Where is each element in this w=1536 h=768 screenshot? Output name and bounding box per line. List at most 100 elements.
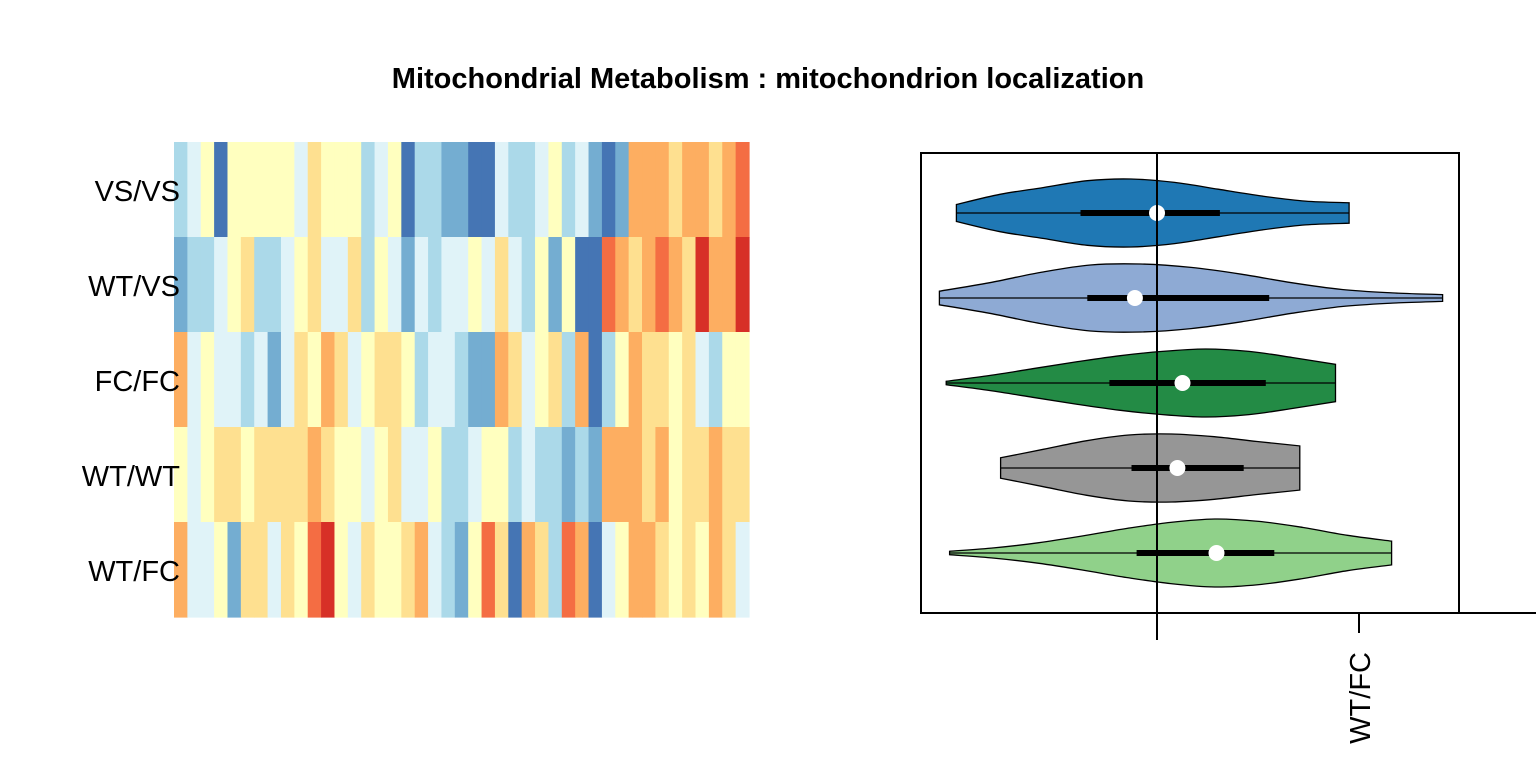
heatmap-cell (280, 142, 295, 238)
heatmap-cell (615, 427, 630, 523)
heatmap-cell (615, 332, 630, 428)
heatmap-cell (414, 427, 429, 523)
heatmap-cell (428, 427, 443, 523)
violin-median-point (1174, 375, 1191, 391)
heatmap-cell (615, 522, 630, 618)
heatmap-cell (481, 237, 496, 333)
x-tick-label-wt-fc: WT/FC (1345, 652, 1377, 744)
heatmap-cell (668, 427, 683, 523)
heatmap-cell (200, 522, 215, 618)
heatmap-cell (708, 427, 723, 523)
heatmap-cell (668, 142, 683, 238)
heatmap-cell (468, 332, 483, 428)
heatmap-cell (601, 332, 616, 428)
heatmap-cell (468, 142, 483, 238)
heatmap-cell (414, 522, 429, 618)
heatmap-cell (708, 237, 723, 333)
heatmap-cell (695, 332, 710, 428)
heatmap-cell (401, 142, 416, 238)
heatmap-cell (214, 522, 229, 618)
violin-median-point (1208, 545, 1225, 561)
heatmap-cell (561, 142, 576, 238)
violin-plot-box (920, 152, 1460, 614)
heatmap-cell (548, 427, 563, 523)
heatmap-cell (374, 237, 389, 333)
heatmap-cell (441, 332, 456, 428)
heatmap-cell (307, 522, 322, 618)
heatmap-cell (441, 142, 456, 238)
heatmap-cell (735, 142, 750, 238)
heatmap-cell (508, 237, 523, 333)
heatmap-cell (535, 332, 550, 428)
heatmap-cell (267, 427, 282, 523)
heatmap-cell (387, 332, 402, 428)
heatmap-cell (668, 332, 683, 428)
heatmap-cell (535, 427, 550, 523)
heatmap-cell (481, 427, 496, 523)
heatmap-cell (227, 237, 242, 333)
heatmap-cell (401, 332, 416, 428)
heatmap-cell (575, 427, 590, 523)
heatmap-cell (240, 522, 255, 618)
heatmap-cell (321, 237, 336, 333)
heatmap-cell (695, 522, 710, 618)
heatmap-cell (521, 142, 536, 238)
heatmap-cell (628, 427, 643, 523)
heatmap-cell (267, 237, 282, 333)
heatmap-cell (494, 142, 509, 238)
heatmap-cell (735, 427, 750, 523)
heatmap-cell (588, 427, 603, 523)
heatmap-cell (307, 427, 322, 523)
heatmap-cell (200, 237, 215, 333)
heatmap-cell (334, 427, 349, 523)
heatmap-cell (428, 142, 443, 238)
heatmap-cell (374, 522, 389, 618)
heatmap-cell (508, 332, 523, 428)
violins (938, 178, 1444, 588)
heatmap-cell (227, 522, 242, 618)
heatmap-cell (682, 142, 697, 238)
heatmap-cell (187, 332, 202, 428)
heatmap-cell (735, 522, 750, 618)
heatmap-cell (441, 522, 456, 618)
heatmap-cell (588, 142, 603, 238)
heatmap-cell (682, 237, 697, 333)
violin-panel: WT/FC (920, 152, 1536, 744)
heatmap-cell (428, 332, 443, 428)
heatmap-cell (535, 237, 550, 333)
heatmap-cell (708, 332, 723, 428)
heatmap-cell (521, 332, 536, 428)
heatmap (174, 142, 750, 618)
heatmap-cell (601, 522, 616, 618)
heatmap-cell (361, 427, 376, 523)
heatmap-cell (481, 522, 496, 618)
heatmap-cell (414, 237, 429, 333)
heatmap-cell (655, 332, 670, 428)
heatmap-cell (307, 332, 322, 428)
heatmap-cell (361, 142, 376, 238)
heatmap-cell (722, 332, 737, 428)
heatmap-cell (454, 332, 469, 428)
heatmap-cell (174, 237, 188, 333)
heatmap-cell (240, 427, 255, 523)
heatmap-cell (682, 522, 697, 618)
heatmap-cell (280, 237, 295, 333)
heatmap-cell (187, 522, 202, 618)
heatmap-cell (682, 427, 697, 523)
heatmap-cell (387, 237, 402, 333)
heatmap-cell (655, 142, 670, 238)
heatmap-cell (254, 237, 269, 333)
heatmap-cell (361, 332, 376, 428)
heatmap-cell (615, 142, 630, 238)
heatmap-cell (361, 522, 376, 618)
heatmap-cell (548, 237, 563, 333)
row-label-fc-fc: FC/FC (95, 366, 180, 398)
heatmap-cell (722, 522, 737, 618)
heatmap-cell (628, 522, 643, 618)
heatmap-cell (200, 142, 215, 238)
heatmap-cell (334, 237, 349, 333)
heatmap-cell (508, 427, 523, 523)
heatmap-cell (307, 237, 322, 333)
heatmap-cell (414, 142, 429, 238)
